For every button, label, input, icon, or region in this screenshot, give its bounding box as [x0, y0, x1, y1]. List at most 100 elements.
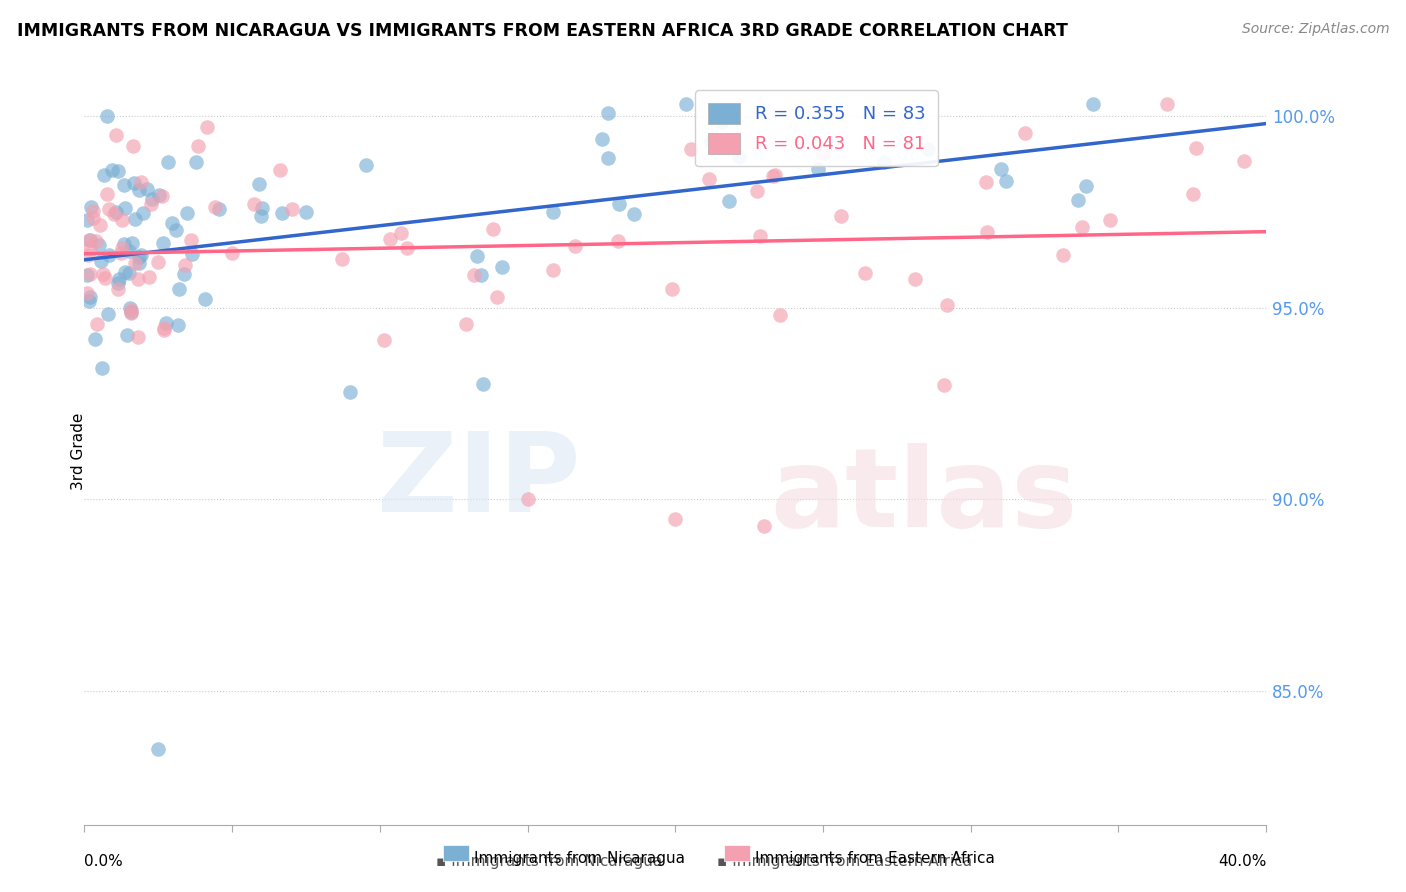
- Point: [146, 741, 169, 756]
- Point: [165, 223, 187, 237]
- Point: [98, 248, 121, 262]
- Point: [124, 256, 146, 270]
- Point: [935, 297, 957, 311]
- Point: [79, 233, 101, 247]
- Text: atlas: atlas: [770, 442, 1077, 549]
- Point: [697, 172, 720, 186]
- Point: [465, 249, 488, 263]
- Point: [1099, 213, 1122, 227]
- Point: [456, 318, 478, 332]
- Point: [80, 200, 103, 214]
- Point: [745, 185, 768, 199]
- Text: 40.0%: 40.0%: [1218, 854, 1267, 869]
- Point: [472, 377, 495, 392]
- Point: [124, 211, 146, 226]
- Point: [281, 202, 304, 217]
- Point: [564, 239, 586, 253]
- Point: [1182, 187, 1205, 202]
- Point: [118, 301, 141, 315]
- Point: [103, 207, 125, 221]
- Point: [115, 327, 138, 342]
- Point: [591, 132, 613, 146]
- Point: [120, 302, 142, 317]
- Point: [114, 201, 136, 215]
- Point: [932, 378, 955, 392]
- Point: [1081, 97, 1104, 112]
- Point: [153, 323, 176, 337]
- Point: [675, 97, 697, 112]
- Point: [132, 205, 155, 219]
- Point: [121, 139, 143, 153]
- Point: [762, 169, 785, 183]
- Point: [187, 139, 209, 153]
- Point: [121, 235, 143, 250]
- Point: [1074, 179, 1097, 194]
- Text: ▪ Immigrants from Nicaragua: ▪ Immigrants from Nicaragua: [436, 854, 662, 869]
- Point: [974, 175, 997, 189]
- Point: [607, 234, 630, 248]
- Point: [96, 109, 118, 123]
- Point: [89, 219, 111, 233]
- Point: [184, 155, 207, 169]
- Point: [769, 308, 792, 322]
- Point: [97, 307, 120, 321]
- Point: [752, 519, 775, 533]
- Point: [180, 233, 202, 247]
- Point: [105, 128, 128, 143]
- Text: Immigrants from Nicaragua: Immigrants from Nicaragua: [474, 851, 685, 866]
- Point: [77, 248, 100, 262]
- Point: [491, 260, 513, 275]
- Point: [96, 186, 118, 201]
- Point: [748, 228, 770, 243]
- Point: [679, 142, 702, 156]
- Point: [167, 318, 190, 332]
- Point: [138, 270, 160, 285]
- Point: [79, 290, 101, 304]
- Point: [1233, 153, 1256, 168]
- Point: [122, 176, 145, 190]
- Point: [623, 207, 645, 221]
- Point: [87, 238, 110, 252]
- Point: [136, 182, 159, 196]
- Point: [763, 168, 786, 182]
- Point: [128, 256, 150, 270]
- Point: [148, 188, 170, 202]
- Point: [174, 258, 197, 272]
- Point: [129, 175, 152, 189]
- Point: [204, 200, 226, 214]
- Point: [82, 203, 104, 218]
- Point: [194, 292, 217, 306]
- Point: [84, 234, 107, 248]
- Point: [990, 162, 1012, 177]
- Point: [243, 197, 266, 211]
- Point: [717, 194, 740, 208]
- Point: [661, 282, 683, 296]
- Point: [904, 272, 927, 286]
- Point: [917, 143, 939, 157]
- Point: [830, 209, 852, 223]
- Point: [110, 246, 132, 260]
- Text: ▪ Immigrants from Eastern Africa: ▪ Immigrants from Eastern Africa: [717, 854, 973, 869]
- Point: [811, 146, 834, 161]
- Point: [111, 212, 134, 227]
- Point: [516, 492, 538, 507]
- Legend: R = 0.355   N = 83, R = 0.043   N = 81: R = 0.355 N = 83, R = 0.043 N = 81: [695, 90, 938, 166]
- Point: [162, 216, 184, 230]
- Point: [86, 318, 108, 332]
- Point: [111, 241, 134, 255]
- Point: [395, 241, 418, 255]
- Point: [152, 236, 174, 251]
- Text: Source: ZipAtlas.com: Source: ZipAtlas.com: [1241, 22, 1389, 37]
- Point: [486, 290, 509, 304]
- Point: [167, 282, 190, 296]
- Point: [1070, 220, 1092, 235]
- Text: 0.0%: 0.0%: [84, 854, 124, 869]
- Point: [271, 205, 294, 219]
- Point: [1014, 126, 1036, 140]
- Point: [596, 151, 619, 165]
- Point: [141, 192, 163, 206]
- Point: [127, 330, 149, 344]
- Point: [176, 206, 198, 220]
- Point: [354, 158, 377, 172]
- Point: [146, 255, 169, 269]
